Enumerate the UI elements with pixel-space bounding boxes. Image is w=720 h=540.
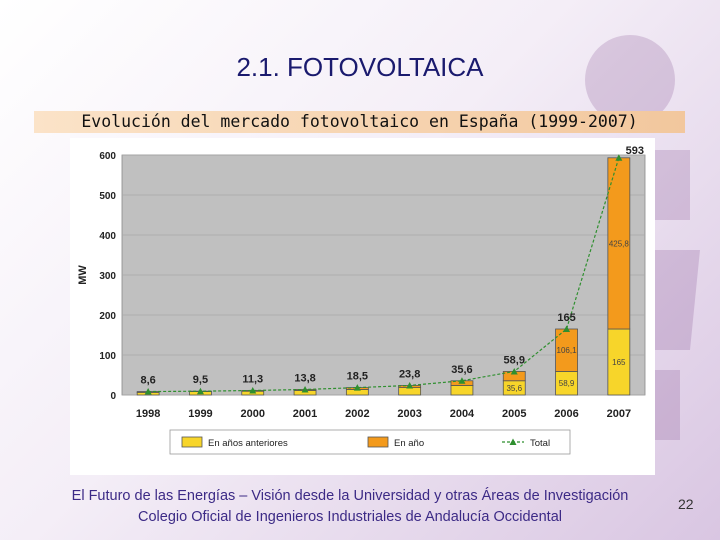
total-value-label: 35,6	[451, 364, 472, 376]
subtitle-band	[34, 111, 685, 133]
total-value-label: 13,8	[294, 372, 315, 384]
x-tick-label: 1999	[188, 408, 212, 420]
bar-previous-years	[450, 385, 474, 396]
total-value-label: 11,3	[242, 373, 263, 385]
x-tick-label: 2003	[397, 408, 421, 420]
total-marker	[615, 154, 623, 161]
legend-label: Total	[530, 438, 550, 449]
y-axis-label: MW	[77, 265, 89, 285]
legend-label: En años anteriores	[208, 438, 288, 449]
total-marker	[301, 385, 309, 393]
total-value-label: 9,5	[193, 374, 208, 386]
total-marker	[510, 367, 518, 375]
x-tick-label: 2007	[607, 408, 631, 420]
x-tick-label: 2000	[241, 408, 265, 420]
x-tick-label: 2006	[554, 408, 578, 420]
footer-line-2: Colegio Oficial de Ingenieros Industrial…	[138, 509, 562, 525]
total-value-label: 593	[626, 145, 644, 157]
y-tick-label: 500	[99, 191, 116, 202]
total-value-label: 23,8	[399, 368, 420, 380]
x-tick-label: 2004	[450, 408, 475, 420]
y-tick-label: 300	[99, 271, 116, 282]
page-number: 22	[678, 496, 694, 512]
bar-segment-label: 165	[612, 358, 626, 367]
total-value-label: 58,9	[504, 354, 525, 366]
x-tick-label: 2001	[293, 408, 317, 420]
bar-previous-years	[398, 387, 422, 396]
legend-marker	[509, 438, 517, 445]
y-tick-label: 600	[99, 151, 116, 162]
total-marker	[563, 325, 571, 332]
x-tick-label: 2005	[502, 408, 526, 420]
footer-line-1: El Futuro de las Energías – Visión desde…	[71, 488, 629, 504]
x-tick-label: 2002	[345, 408, 369, 420]
legend-label: En año	[394, 438, 424, 449]
total-marker	[144, 388, 152, 395]
total-marker	[406, 381, 414, 389]
total-value-label: 165	[557, 312, 575, 324]
legend-swatch	[367, 436, 389, 448]
x-tick-label: 1998	[136, 408, 160, 420]
footer: El Futuro de las Energías – Visión desde…	[30, 486, 670, 528]
slide-title: 2.1. FOTOVOLTAICA	[236, 52, 484, 82]
total-value-label: 8,6	[141, 375, 156, 387]
y-tick-label: 200	[99, 311, 116, 322]
legend-swatch	[181, 436, 203, 448]
y-tick-label: 100	[99, 351, 116, 362]
total-marker	[249, 386, 257, 394]
bar-segment-label: 106,1	[557, 346, 578, 355]
bar-chart: 0 100 200 300 400 500 600 MW 1998 1999 2000 2001 200…	[77, 145, 646, 455]
total-marker	[196, 387, 204, 395]
total-value-label: 18,5	[347, 371, 368, 383]
total-marker	[353, 384, 361, 391]
bar-segment-label: 425,8	[609, 239, 630, 248]
chart-subtitle: Evolución del mercado fotovoltaico en Es…	[81, 112, 638, 131]
bar-segment-label: 35,6	[506, 384, 522, 393]
y-tick-label: 0	[110, 391, 116, 402]
chart-panel: 0 100 200 300 400 500 600 MW 1998 1999 2000 2001 200…	[70, 138, 655, 475]
y-tick-label: 400	[99, 231, 116, 242]
total-line	[148, 157, 620, 393]
total-marker	[458, 377, 466, 384]
bar-segment-label: 58,9	[559, 379, 575, 388]
